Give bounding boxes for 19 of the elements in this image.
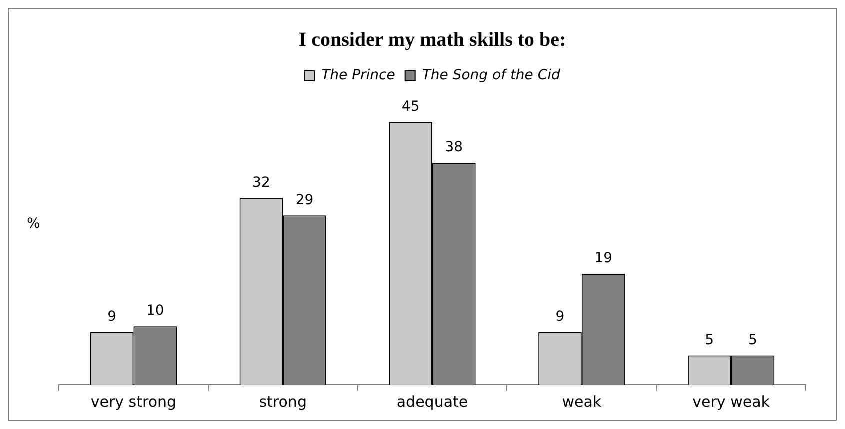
legend-label: The Prince (322, 68, 396, 84)
x-tick-label: very strong (90, 392, 177, 411)
data-label: 9 (556, 309, 565, 326)
data-label: 9 (108, 309, 116, 326)
chart-title: I consider my math skills to be: (298, 29, 566, 52)
data-label: 32 (252, 174, 270, 191)
x-tick-label: very weak (692, 392, 770, 411)
data-label: 10 (146, 303, 164, 320)
x-tick-label: weak (562, 392, 602, 411)
legend-label: The Song of the Cid (422, 68, 561, 84)
y-axis-title: % (27, 216, 40, 232)
data-label: 5 (748, 332, 758, 348)
x-tick-label: adequate (396, 392, 468, 411)
data-label: 45 (402, 98, 420, 115)
data-label: 19 (594, 250, 612, 267)
data-label: 5 (705, 332, 714, 348)
x-tick-label: strong (259, 392, 307, 411)
data-label: 38 (445, 140, 464, 156)
data-label: 29 (296, 192, 314, 208)
